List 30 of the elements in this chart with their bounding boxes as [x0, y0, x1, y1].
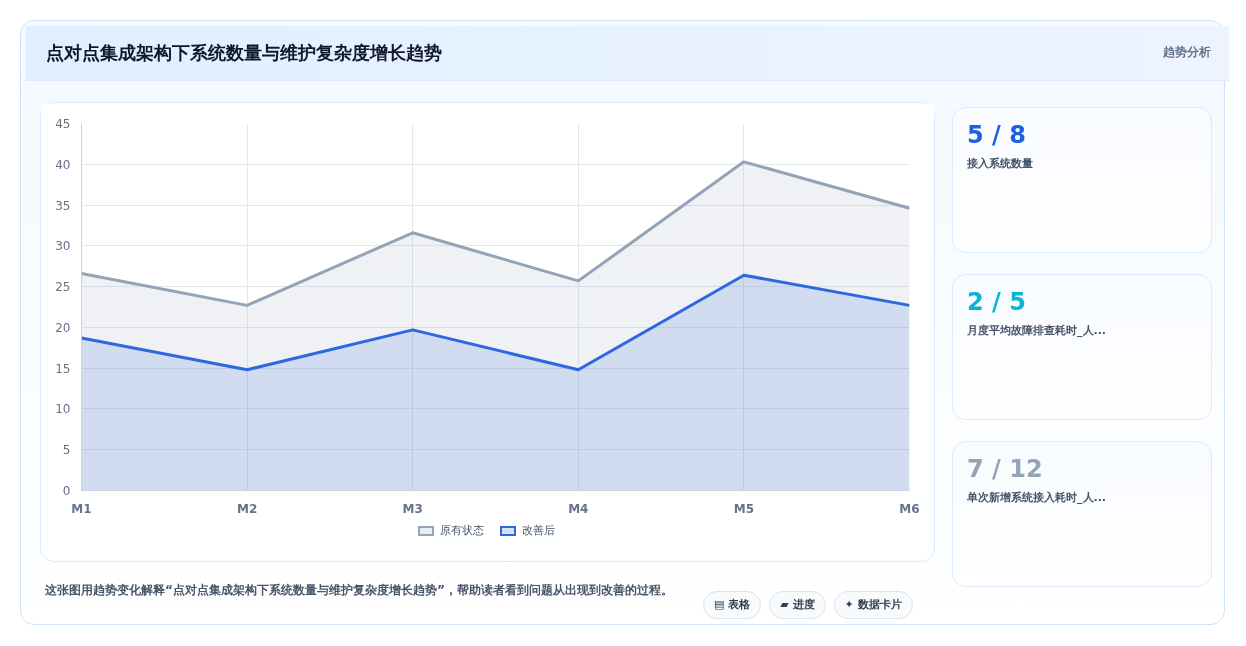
text: 5 / 8: [967, 120, 1027, 151]
text: 单次新增系统接入耗时_人...: [967, 490, 1107, 506]
y-tick-label: 45: [55, 117, 71, 131]
x-tick-label: M6: [899, 501, 920, 516]
y-tick-label: 15: [55, 361, 71, 376]
text: 接入系统数量: [967, 156, 1033, 172]
x-tick-label: M2: [236, 501, 258, 516]
text: 这张图用趋势变化解释“点对点集成架构下系统数量与维护复杂度增长趋势”，帮助读者看到问题从出现到改善的过程。: [45, 582, 673, 599]
text: ▤ 表格: [703, 591, 762, 619]
y-tick-label: 10: [55, 402, 71, 417]
text: ▰ 进度: [769, 591, 826, 619]
text: 7 / 12: [967, 454, 1044, 485]
y-tick-label: 20: [55, 320, 71, 335]
legend-label: 改善后: [520, 523, 555, 539]
y-tick-label: 35: [55, 198, 71, 213]
x-tick-label: M3: [402, 501, 423, 516]
x-tick-label: M5: [733, 501, 755, 516]
chart-title: 点对点集成架构下系统数量与维护复杂度增长趋势: [46, 41, 442, 65]
x-tick-label: M4: [568, 501, 589, 516]
y-tick-label: 40: [55, 157, 71, 172]
x-tick-label: M1: [71, 501, 92, 516]
text: 趋势分析: [1163, 44, 1211, 62]
legend-label: 原有状态: [438, 523, 484, 539]
text: 月度平均故障排查耗时_人...: [967, 323, 1107, 339]
y-tick-label: 5: [62, 443, 71, 458]
text: 2 / 5: [967, 287, 1027, 318]
text: ✦ 数据卡片: [833, 591, 913, 619]
y-tick-label: 25: [55, 280, 71, 295]
y-tick-label: 0: [62, 484, 71, 498]
y-tick-label: 30: [55, 239, 71, 254]
